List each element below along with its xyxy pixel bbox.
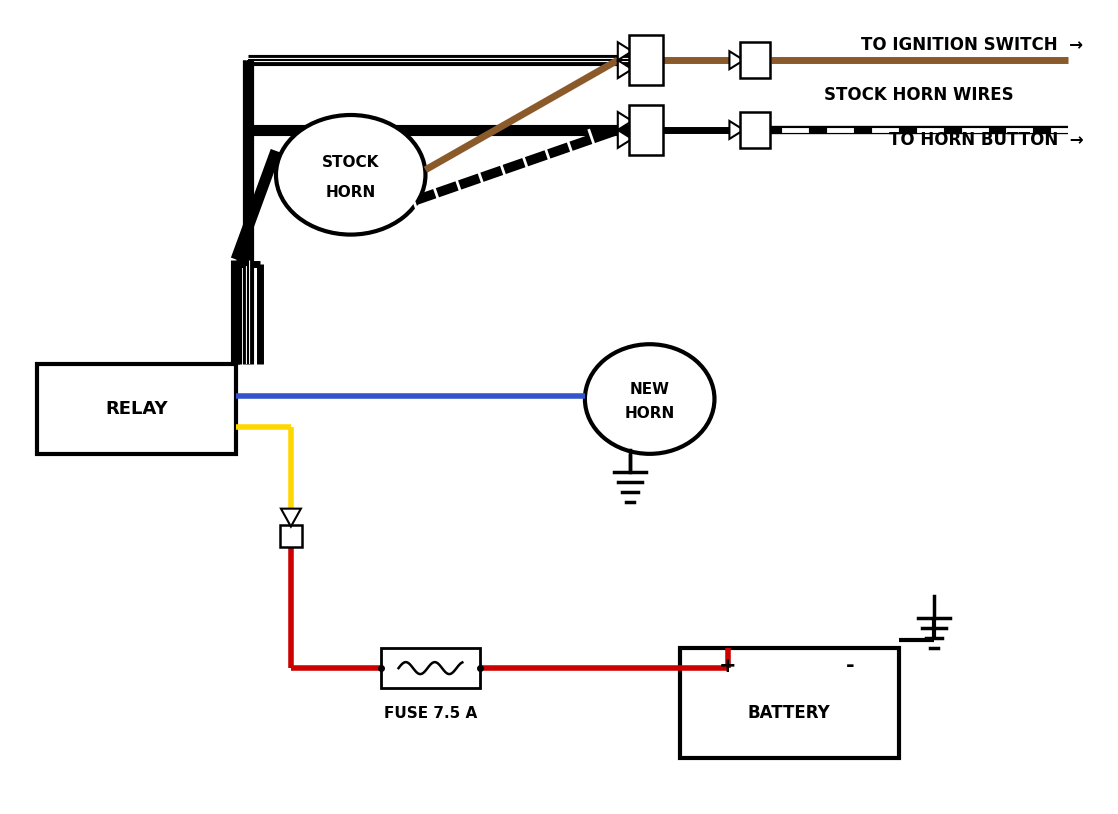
Bar <box>740 112 770 148</box>
Text: TO HORN BUTTON  →: TO HORN BUTTON → <box>889 131 1083 149</box>
Bar <box>37 364 236 454</box>
Bar <box>628 35 663 85</box>
Polygon shape <box>618 60 632 78</box>
Text: BATTERY: BATTERY <box>748 704 831 722</box>
Bar <box>740 42 770 78</box>
Text: NEW: NEW <box>629 382 670 396</box>
Bar <box>280 524 302 546</box>
Polygon shape <box>729 51 743 69</box>
Text: TO IGNITION SWITCH  →: TO IGNITION SWITCH → <box>861 37 1083 55</box>
Polygon shape <box>618 42 632 60</box>
Text: HORN: HORN <box>325 186 376 200</box>
Polygon shape <box>281 509 301 527</box>
Ellipse shape <box>276 115 426 234</box>
Bar <box>680 648 899 758</box>
Text: HORN: HORN <box>625 406 675 422</box>
Ellipse shape <box>585 344 714 454</box>
Polygon shape <box>618 112 632 130</box>
Text: FUSE 7.5 A: FUSE 7.5 A <box>383 706 477 721</box>
Text: STOCK: STOCK <box>322 155 379 170</box>
Bar <box>380 648 481 688</box>
Text: RELAY: RELAY <box>105 400 168 418</box>
Text: -: - <box>846 656 855 676</box>
Polygon shape <box>729 121 743 139</box>
Bar <box>628 105 663 155</box>
Text: +: + <box>719 656 737 676</box>
Text: STOCK HORN WIRES: STOCK HORN WIRES <box>824 86 1014 104</box>
Polygon shape <box>618 130 632 148</box>
